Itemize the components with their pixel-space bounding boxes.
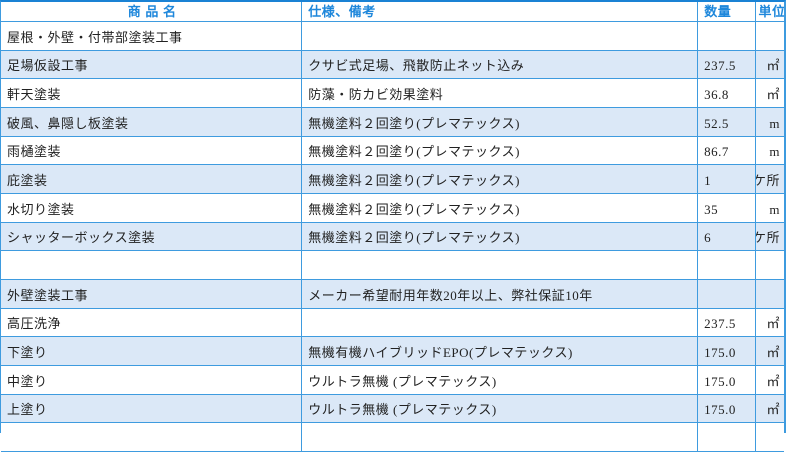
quantity-cell: 237.5 — [698, 308, 757, 337]
product-name-cell: 軒天塗装 — [1, 79, 303, 107]
unit-cell — [756, 22, 784, 50]
table-row: 水切り塗装 無機塗料２回塗り(プレマテックス) 35 m — [1, 193, 784, 223]
quantity-cell — [698, 423, 757, 451]
table-body: 屋根・外壁・付帯部塗装工事 足場仮設工事 クサビ式足場、飛散防止ネット込み 237.5… — [1, 22, 784, 452]
spec-remarks-cell: ウルトラ無機 (プレマテックス) — [302, 394, 699, 423]
table-row: 高圧洗浄 237.5 ㎡ — [1, 308, 784, 338]
quantity-cell: 36.8 — [698, 79, 757, 107]
table-row — [1, 423, 784, 452]
quantity-cell: 175.0 — [698, 365, 757, 394]
spec-remarks-cell — [302, 22, 699, 50]
unit-cell: m — [769, 144, 780, 160]
product-name-cell: 雨樋塗装 — [1, 136, 303, 165]
unit-cell — [756, 423, 784, 451]
product-name-cell: 下塗り — [1, 337, 303, 365]
table-row: シャッターボックス塗装 無機塗料２回塗り(プレマテックス) 6 ケ所 — [1, 222, 784, 252]
product-name-cell: 中塗り — [1, 365, 303, 394]
quantity-cell: 6 — [698, 222, 757, 251]
spec-remarks-cell: メーカー希望耐用年数20年以上、弊社保証10年 — [302, 279, 699, 308]
spec-remarks-cell: 無機塗料２回塗り(プレマテックス) — [302, 136, 699, 165]
quantity-cell — [698, 251, 757, 279]
spec-remarks-cell: ウルトラ無機 (プレマテックス) — [302, 365, 699, 394]
spec-remarks-cell — [302, 308, 699, 337]
product-name-cell — [1, 251, 303, 279]
unit-cell: ケ所 — [756, 172, 780, 188]
spec-remarks-cell: 無機塗料２回塗り(プレマテックス) — [302, 107, 699, 136]
table-row — [1, 251, 784, 280]
product-name-cell: 水切り塗装 — [1, 193, 303, 222]
product-name-cell: 屋根・外壁・付帯部塗装工事 — [1, 22, 303, 50]
table-row: 庇塗装 無機塗料２回塗り(プレマテックス) 1 ケ所 — [1, 165, 784, 194]
spec-remarks-cell: 防藻・防カビ効果塗料 — [302, 79, 699, 107]
unit-cell — [756, 280, 784, 308]
column-header-unit: 単位 — [758, 4, 785, 19]
table-row: 上塗り ウルトラ無機 (プレマテックス) 175.0 ㎡ — [1, 394, 784, 424]
table-row: 外壁塗装工事 メーカー希望耐用年数20年以上、弊社保証10年 — [1, 279, 784, 309]
spec-remarks-cell: 無機塗料２回塗り(プレマテックス) — [302, 165, 699, 193]
unit-cell: m — [769, 115, 780, 131]
spec-remarks-cell — [302, 423, 699, 451]
table-header-row: 商 品 名 仕様、備考 数量 単位 — [1, 2, 784, 22]
spec-remarks-cell: 無機有機ハイブリッドEPO(プレマテックス) — [302, 337, 699, 365]
unit-cell: m — [769, 201, 780, 217]
table-row: 雨樋塗装 無機塗料２回塗り(プレマテックス) 86.7 m — [1, 136, 784, 166]
unit-cell: ケ所 — [756, 230, 780, 246]
product-name-cell: 破風、鼻隠し板塗装 — [1, 107, 303, 136]
quantity-cell — [698, 279, 757, 308]
quantity-cell: 86.7 — [698, 136, 757, 165]
table-row: 軒天塗装 防藻・防カビ効果塗料 36.8 ㎡ — [1, 79, 784, 108]
spec-remarks-cell: クサビ式足場、飛散防止ネット込み — [302, 50, 699, 79]
quantity-cell: 35 — [698, 193, 757, 222]
product-name-cell: 外壁塗装工事 — [1, 279, 303, 308]
product-name-cell — [1, 423, 303, 451]
spec-remarks-cell: 無機塗料２回塗り(プレマテックス) — [302, 193, 699, 222]
unit-cell: ㎡ — [766, 86, 780, 102]
product-name-cell: 庇塗装 — [1, 165, 303, 193]
unit-cell — [756, 251, 784, 279]
quantity-cell: 1 — [698, 165, 757, 193]
table-row: 足場仮設工事 クサビ式足場、飛散防止ネット込み 237.5 ㎡ — [1, 50, 784, 80]
unit-cell: ㎡ — [766, 316, 780, 332]
product-name-cell: 足場仮設工事 — [1, 50, 303, 79]
table-row: 屋根・外壁・付帯部塗装工事 — [1, 22, 784, 51]
unit-cell: ㎡ — [766, 373, 780, 389]
column-header-product-name: 商 品 名 — [1, 2, 303, 21]
product-name-cell: 上塗り — [1, 394, 303, 423]
unit-cell: ㎡ — [766, 402, 780, 418]
table-row: 下塗り 無機有機ハイブリッドEPO(プレマテックス) 175.0 ㎡ — [1, 337, 784, 366]
spec-remarks-cell — [302, 251, 699, 279]
quantity-cell: 237.5 — [698, 50, 757, 79]
table-row: 中塗り ウルトラ無機 (プレマテックス) 175.0 ㎡ — [1, 365, 784, 395]
quantity-cell — [698, 22, 757, 50]
product-name-cell: 高圧洗浄 — [1, 308, 303, 337]
column-header-quantity: 数量 — [698, 2, 757, 21]
quantity-cell: 175.0 — [698, 394, 757, 423]
column-header-spec-remarks: 仕様、備考 — [302, 2, 699, 21]
table-row: 破風、鼻隠し板塗装 無機塗料２回塗り(プレマテックス) 52.5 m — [1, 107, 784, 137]
unit-cell: ㎡ — [766, 344, 780, 360]
unit-cell: ㎡ — [766, 58, 780, 74]
spec-remarks-cell: 無機塗料２回塗り(プレマテックス) — [302, 222, 699, 251]
quantity-cell: 175.0 — [698, 337, 757, 365]
product-name-cell: シャッターボックス塗装 — [1, 222, 303, 251]
quantity-cell: 52.5 — [698, 107, 757, 136]
